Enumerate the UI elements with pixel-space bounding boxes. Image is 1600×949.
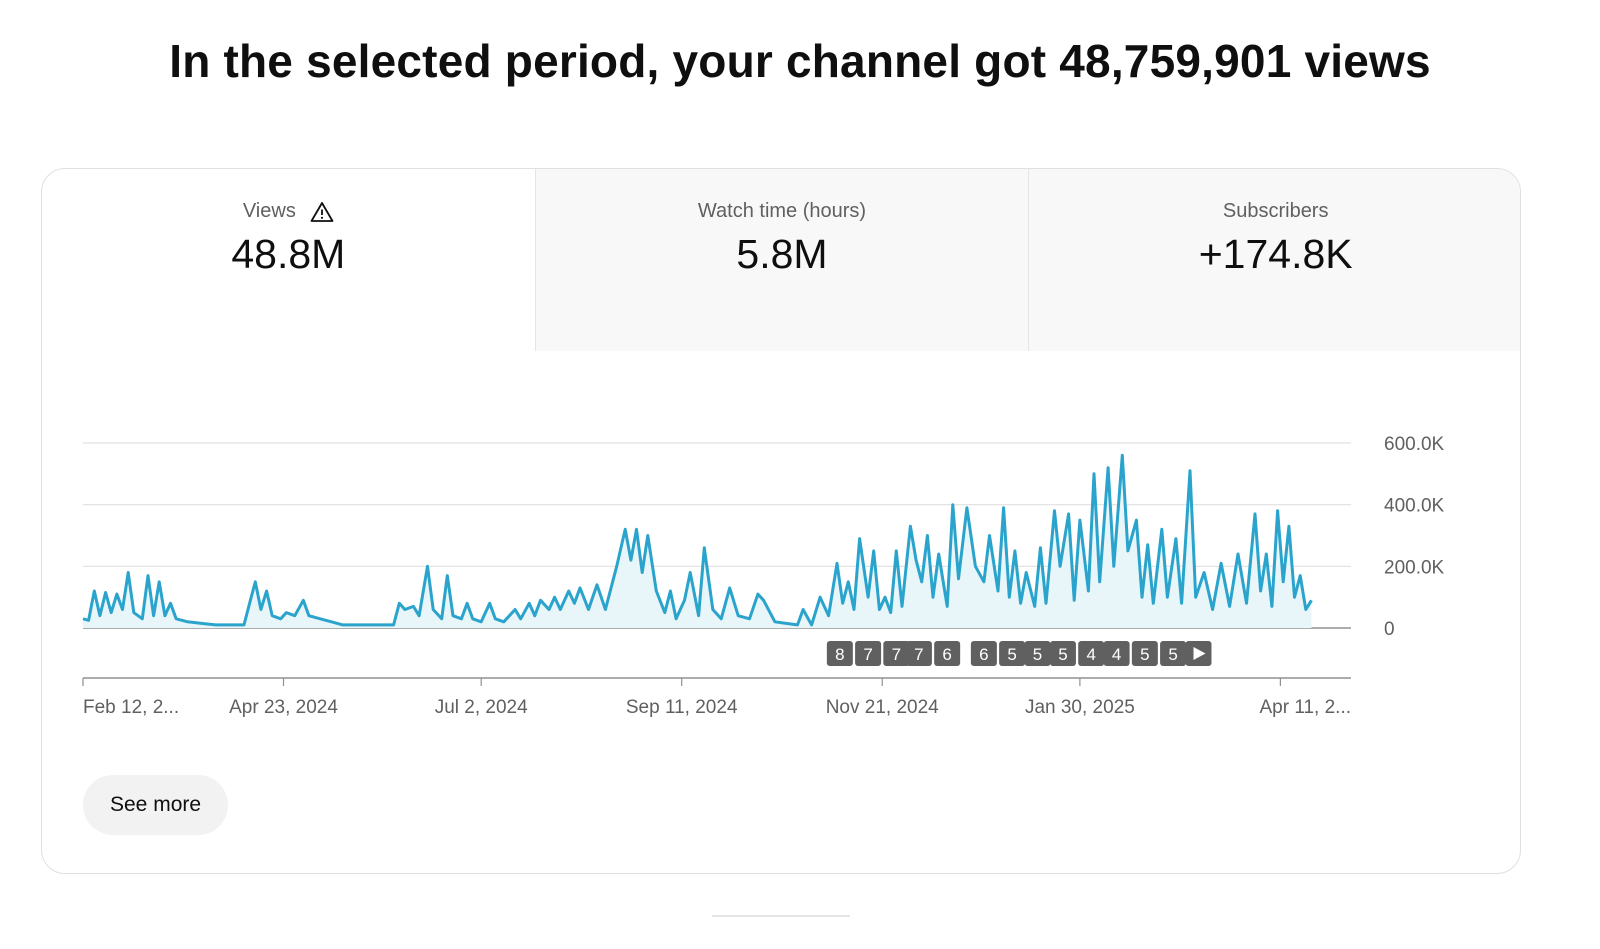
video-count-badge [934, 641, 961, 666]
video-count-badge [1160, 641, 1187, 666]
video-count-badge [1078, 641, 1105, 666]
video-count-badge-label: 4 [1086, 645, 1095, 664]
page-title: In the selected period, your channel got… [169, 35, 1431, 87]
video-count-badge-label: 7 [914, 645, 923, 664]
x-tick-label: Jul 2, 2024 [435, 697, 528, 718]
y-tick-label: 400.0K [1384, 496, 1445, 517]
video-count-badge-label: 7 [863, 645, 872, 664]
y-tick-label: 0 [1384, 619, 1395, 640]
video-count-badge [1024, 641, 1051, 666]
tab-views[interactable]: Views 48.8M [42, 169, 535, 351]
views-chart: 0 200.0K 400.0K 600.0K 8 7 7 7 6 6 5 5 5 4 4 5 5 Feb 12, … [42, 351, 1520, 751]
views-series-line [82, 453, 1313, 627]
video-count-badge-label: 4 [1112, 645, 1121, 664]
play-icon [1193, 647, 1206, 660]
video-count-badge [1049, 641, 1076, 666]
tab-subscribers[interactable]: Subscribers +174.8K [1028, 169, 1520, 351]
x-tick-label: Sep 11, 2024 [626, 697, 738, 718]
video-count-badge [826, 641, 853, 666]
tab-views-label: Views [242, 200, 296, 222]
metric-tabs: Views 48.8M Watch time (hours) 5.8M Subs… [42, 169, 1520, 351]
video-count-badge-label: 7 [892, 645, 901, 664]
x-tick-label: Feb 12, 2... [83, 697, 179, 718]
tab-subscribers-label: Subscribers [1222, 200, 1329, 222]
video-count-badge-label: 5 [1140, 645, 1149, 664]
video-count-badge [905, 641, 932, 666]
scroll-indicator [712, 915, 850, 917]
tab-subscribers-value: +174.8K [1198, 231, 1353, 277]
views-area [83, 455, 1312, 628]
tab-watch-time[interactable]: Watch time (hours) 5.8M [534, 169, 1029, 351]
video-count-badge [1131, 641, 1158, 666]
x-tick-label: Nov 21, 2024 [826, 697, 939, 718]
video-count-badge-label: 5 [1058, 645, 1067, 664]
video-count-badge-label: 6 [942, 645, 951, 664]
video-count-badge [855, 641, 882, 666]
x-tick-label: Jan 30, 2025 [1025, 697, 1135, 718]
x-tick-label: Apr 23, 2024 [229, 697, 338, 718]
video-count-badge-label: 5 [1033, 645, 1042, 664]
warning-icon[interactable] [310, 201, 334, 223]
video-count-badge [883, 641, 910, 666]
see-more-button[interactable]: See more [83, 775, 229, 835]
tab-watch-time-value: 5.8M [736, 231, 828, 277]
video-count-badge [1103, 641, 1130, 666]
tab-watch-time-label: Watch time (hours) [697, 200, 867, 222]
y-tick-label: 200.0K [1384, 557, 1445, 578]
tab-views-value: 48.8M [231, 231, 346, 277]
video-count-badge-label: 5 [1007, 645, 1016, 664]
video-count-badge-label: 8 [835, 645, 844, 664]
video-count-badge [999, 641, 1026, 666]
y-tick-label: 600.0K [1384, 434, 1445, 455]
analytics-card: Views 48.8M Watch time (hours) 5.8M Subs… [41, 168, 1521, 874]
video-count-badge-label: 6 [979, 645, 988, 664]
x-tick-label: Apr 11, 2... [1259, 697, 1351, 718]
video-count-badge-label: 5 [1168, 645, 1177, 664]
video-count-badge [970, 641, 997, 666]
